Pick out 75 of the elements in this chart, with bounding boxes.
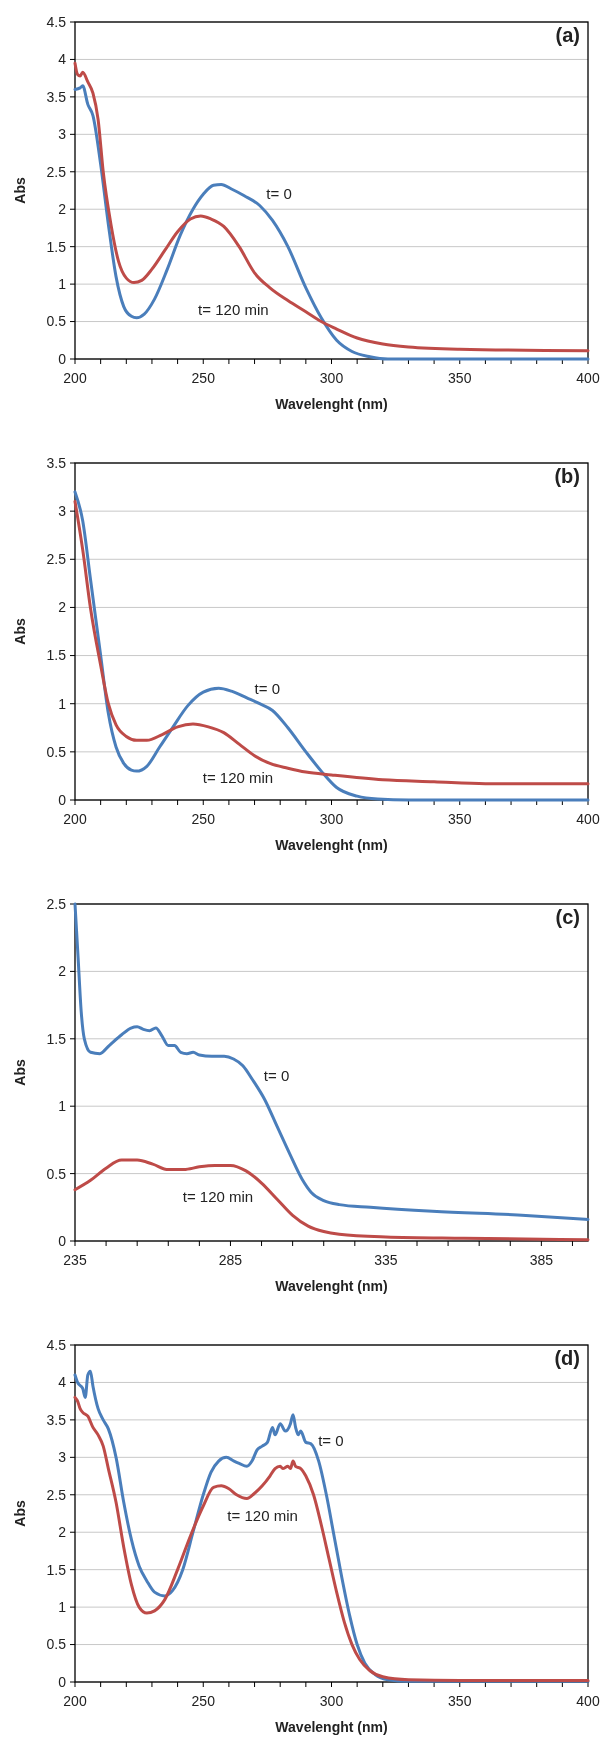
- series-label: t= 0: [254, 680, 280, 698]
- y-tick-label: 2: [58, 599, 67, 616]
- x-tick-label: 250: [191, 370, 216, 386]
- x-tick-label: 300: [319, 370, 344, 386]
- y-tick-label: 2.5: [46, 895, 67, 912]
- y-tick-label: 1.5: [46, 238, 67, 255]
- y-tick-label: 3: [58, 1449, 67, 1466]
- y-tick-label: 2: [58, 201, 67, 218]
- x-tick-label: 400: [576, 370, 600, 386]
- series-label: t= 120 min: [182, 1188, 254, 1206]
- y-tick-label: 1.5: [46, 1561, 67, 1578]
- y-tick-label: 4.5: [46, 1336, 67, 1353]
- y-axis-title: Abs: [12, 618, 28, 645]
- series-label: t= 0: [318, 1431, 344, 1449]
- y-tick-label: 3.5: [46, 454, 67, 471]
- x-tick-label: 400: [576, 811, 600, 827]
- y-axis-title: Abs: [12, 1500, 28, 1527]
- y-tick-label: 1: [58, 1599, 67, 1616]
- x-tick-label: 350: [448, 1693, 472, 1709]
- x-tick-label: 400: [576, 1693, 600, 1709]
- y-tick-label: 0.5: [46, 313, 67, 330]
- chart-title: (a): [555, 24, 580, 46]
- x-tick-label: 250: [191, 1693, 216, 1709]
- series-label: t= 0: [266, 184, 292, 202]
- y-axis-title: Abs: [12, 1059, 28, 1086]
- y-tick-label: 4.5: [46, 13, 67, 30]
- x-tick-label: 285: [218, 1252, 243, 1268]
- y-tick-label: 2: [58, 1524, 67, 1541]
- x-tick-label: 350: [448, 811, 472, 827]
- chart-title: (d): [554, 1347, 580, 1369]
- x-tick-label: 300: [319, 1693, 344, 1709]
- line-series: [73, 902, 590, 1221]
- series-label: t= 120 min: [198, 301, 269, 319]
- line-series: [73, 1158, 590, 1242]
- y-tick-label: 1.5: [46, 647, 67, 664]
- y-tick-label: 3: [58, 126, 67, 143]
- x-axis-title: Wavelenght (nm): [275, 837, 388, 853]
- series-label: t= 120 min: [202, 769, 274, 787]
- y-tick-label: 2.5: [46, 1486, 67, 1503]
- chart-title: (b): [554, 465, 580, 487]
- y-tick-label: 0.5: [46, 1636, 67, 1653]
- y-tick-label: 2: [58, 963, 67, 980]
- y-tick-label: 3.5: [46, 88, 67, 105]
- y-tick-label: 2.5: [46, 551, 67, 568]
- x-tick-label: 200: [63, 811, 87, 827]
- x-axis-title: Wavelenght (nm): [275, 1278, 388, 1294]
- x-tick-label: 200: [63, 370, 87, 386]
- x-tick-label: 335: [374, 1252, 398, 1268]
- y-tick-label: 4: [58, 51, 67, 68]
- x-tick-label: 350: [448, 370, 472, 386]
- y-tick-label: 0.5: [46, 743, 67, 760]
- x-tick-label: 235: [63, 1252, 87, 1268]
- y-tick-label: 0: [58, 1232, 67, 1249]
- y-tick-label: 1: [58, 276, 67, 293]
- y-tick-label: 0: [58, 350, 67, 367]
- chart-title: (c): [555, 906, 580, 928]
- y-tick-label: 1: [58, 695, 67, 712]
- series-label: t= 0: [263, 1067, 290, 1085]
- series-label: t= 120 min: [227, 1507, 298, 1525]
- x-tick-label: 385: [529, 1252, 554, 1268]
- y-tick-label: 1: [58, 1098, 67, 1115]
- y-tick-label: 0: [58, 791, 67, 808]
- y-tick-label: 4: [58, 1374, 67, 1391]
- y-tick-label: 3: [58, 503, 67, 520]
- x-tick-label: 200: [63, 1693, 87, 1709]
- x-axis-title: Wavelenght (nm): [275, 396, 388, 412]
- y-tick-label: 0: [58, 1673, 67, 1690]
- y-tick-label: 2.5: [46, 163, 67, 180]
- x-tick-label: 250: [191, 811, 216, 827]
- y-tick-label: 3.5: [46, 1411, 67, 1428]
- x-tick-label: 300: [319, 811, 344, 827]
- y-tick-label: 1.5: [46, 1030, 67, 1047]
- x-axis-title: Wavelenght (nm): [275, 1719, 388, 1735]
- y-tick-label: 0.5: [46, 1165, 67, 1182]
- y-axis-title: Abs: [12, 177, 28, 204]
